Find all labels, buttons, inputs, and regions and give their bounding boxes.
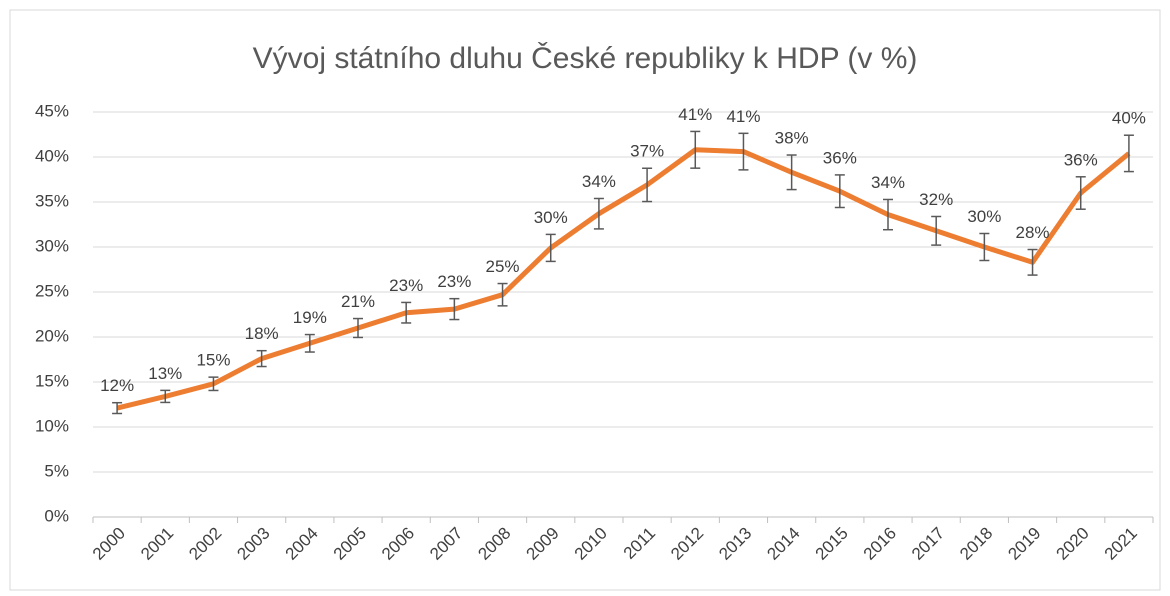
- data-label: 30%: [967, 207, 1001, 226]
- error-bar: [979, 232, 990, 262]
- error-bar: [1123, 134, 1134, 173]
- y-tick-label: 40%: [35, 146, 69, 165]
- error-bar: [401, 301, 412, 324]
- error-bar: [883, 198, 893, 231]
- data-label: 36%: [1064, 150, 1098, 169]
- line: [116, 147, 1131, 411]
- y-tick-label: 0%: [44, 506, 69, 525]
- y-tick-label: 35%: [35, 191, 69, 210]
- error-bar: [786, 154, 797, 191]
- data-label: 23%: [437, 272, 471, 291]
- data-label: 34%: [871, 173, 905, 192]
- error-bar: [642, 167, 653, 203]
- error-bar: [449, 297, 460, 321]
- data-label: 36%: [823, 148, 857, 167]
- error-bar: [208, 376, 219, 392]
- y-tick-label: 25%: [35, 281, 69, 300]
- chart-border: [9, 9, 1161, 591]
- data-label: 41%: [678, 105, 712, 124]
- data-label: 32%: [919, 190, 953, 209]
- data-label: 13%: [148, 364, 182, 383]
- data-label: 23%: [389, 276, 423, 295]
- data-label: 19%: [293, 308, 327, 327]
- error-bar: [353, 317, 363, 339]
- error-bar: [256, 349, 267, 368]
- data-label: 40%: [1112, 109, 1146, 128]
- error-bar: [112, 401, 123, 415]
- error-bar: [160, 389, 171, 404]
- data-label: 30%: [534, 208, 568, 227]
- error-bar: [931, 215, 942, 246]
- data-label: 15%: [196, 351, 230, 370]
- data-label: 38%: [775, 129, 809, 148]
- data-label: 41%: [726, 107, 760, 126]
- data-label: 25%: [486, 257, 520, 276]
- error-bar: [738, 132, 749, 171]
- y-tick-label: 20%: [35, 326, 69, 345]
- data-label: 18%: [245, 324, 279, 343]
- data-label: 21%: [341, 292, 375, 311]
- error-bar: [545, 233, 556, 263]
- error-bar: [304, 333, 315, 353]
- data-label: 28%: [1016, 223, 1050, 242]
- y-tick-label: 5%: [44, 461, 69, 480]
- data-label: 34%: [582, 172, 616, 191]
- chart-title: Vývoj státního dluhu České republiky k H…: [253, 41, 918, 75]
- y-tick-label: 10%: [35, 416, 69, 435]
- data-label: 12%: [100, 376, 134, 395]
- y-tick-label: 30%: [35, 236, 69, 255]
- error-bar: [1027, 248, 1038, 276]
- y-tick-label: 45%: [35, 101, 69, 120]
- error-bar: [1075, 176, 1086, 210]
- error-bar: [593, 197, 604, 230]
- y-tick-label: 15%: [35, 371, 69, 390]
- error-bar: [690, 130, 701, 169]
- error-bar: [834, 174, 845, 209]
- data-label: 37%: [630, 142, 664, 161]
- error-bar: [497, 282, 508, 307]
